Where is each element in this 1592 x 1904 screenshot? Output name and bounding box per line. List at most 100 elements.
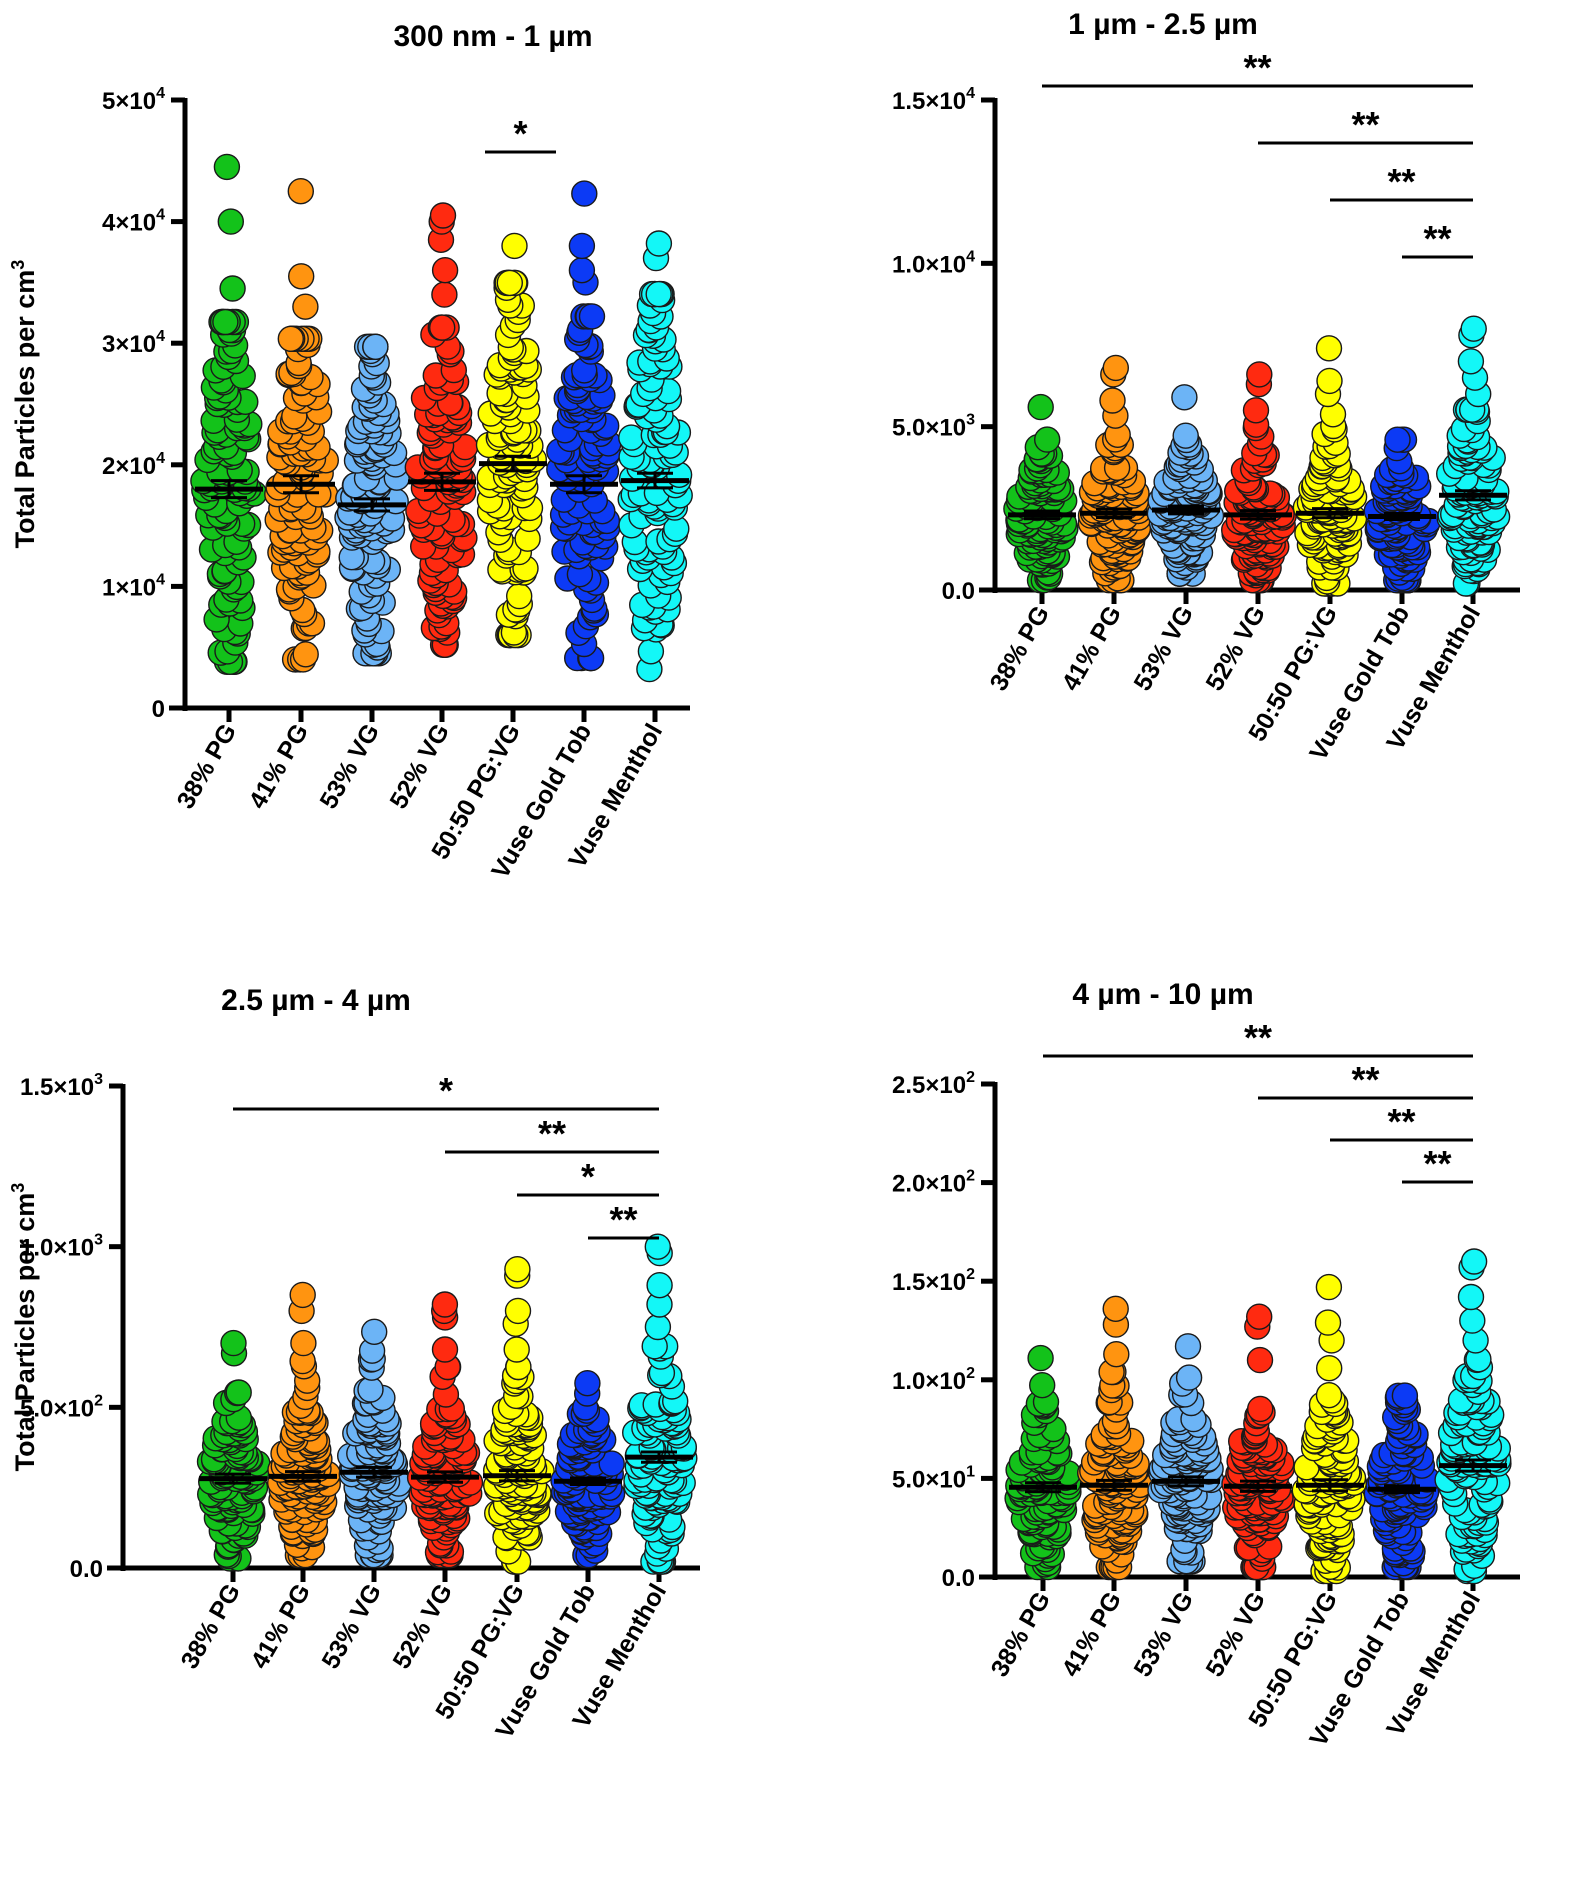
data-point — [1316, 367, 1343, 395]
data-point — [1459, 1307, 1486, 1334]
x-tick-label: 52% VG — [1200, 1587, 1271, 1682]
data-point — [288, 263, 315, 290]
significance-label: ** — [538, 1113, 566, 1154]
data-point — [1315, 1354, 1343, 1382]
data-point — [431, 1291, 459, 1318]
chart-title: 2.5 µm - 4 µm — [221, 984, 411, 1017]
y-tick-label: 5×104 — [102, 85, 165, 115]
data-point — [1384, 426, 1411, 453]
data-point — [645, 230, 673, 257]
significance-label: ** — [609, 1199, 637, 1240]
significance-label: ** — [1387, 1101, 1415, 1142]
series-53-vg — [1147, 1333, 1225, 1575]
significance-label: * — [581, 1156, 595, 1197]
data-point — [292, 293, 319, 320]
series-41-pg — [1076, 1295, 1154, 1581]
series-50-50-pg-vg — [1292, 335, 1368, 597]
chart-title: 4 µm - 10 µm — [1072, 978, 1253, 1011]
y-tick-label: 1.5×102 — [892, 1266, 975, 1296]
data-point — [289, 1281, 316, 1309]
x-tick-label: 38% PG — [984, 601, 1055, 696]
x-tick-label: 41% PG — [243, 719, 314, 814]
series-53-vg — [1146, 384, 1225, 587]
data-point — [1027, 393, 1054, 421]
significance-label: ** — [1243, 47, 1271, 88]
data-point — [618, 424, 645, 451]
y-tick-label: 2×104 — [102, 450, 165, 480]
data-point — [568, 232, 596, 260]
data-point — [361, 1318, 388, 1346]
data-point — [213, 153, 241, 181]
data-point — [431, 1336, 459, 1363]
x-tick-label: 53% VG — [316, 1579, 387, 1674]
y-tick-label: 1.0×104 — [892, 248, 975, 278]
data-point — [568, 257, 596, 284]
x-tick-label: 41% PG — [1056, 1587, 1127, 1682]
data-point — [504, 1255, 531, 1283]
series-vuse-menthol — [1435, 315, 1511, 597]
x-tick-label: 41% PG — [245, 1579, 316, 1674]
series-53-vg — [334, 333, 410, 667]
significance-label: ** — [1351, 104, 1379, 145]
data-point — [1028, 1371, 1056, 1399]
data-point — [1245, 1303, 1273, 1330]
y-tick-label: 2.0×102 — [892, 1168, 975, 1198]
data-point — [1246, 361, 1273, 388]
significance-label: ** — [1423, 218, 1451, 259]
data-point — [574, 1369, 601, 1397]
data-point — [1172, 422, 1199, 449]
x-tick-label: 52% VG — [1200, 601, 1271, 696]
series-50-50-pg-vg — [1291, 1273, 1368, 1585]
chart-title: 1 µm - 2.5 µm — [1068, 8, 1258, 41]
y-axis-label: Total Particles per cm3 — [8, 260, 40, 549]
y-tick-label: 4×104 — [102, 207, 165, 237]
series-vuse-menthol — [622, 1233, 698, 1575]
data-point — [1099, 387, 1126, 414]
y-tick-label: 5.0×101 — [892, 1463, 975, 1493]
x-tick-label: 41% PG — [1056, 601, 1127, 696]
y-tick-label: 3×104 — [102, 328, 165, 358]
data-point — [217, 208, 245, 235]
data-point — [1103, 1340, 1130, 1368]
y-tick-label: 0.0 — [942, 578, 975, 605]
data-point — [1171, 384, 1198, 411]
data-point — [1033, 426, 1061, 453]
series-vuse-gold-tob — [550, 1369, 626, 1569]
series-41-pg — [267, 1281, 341, 1569]
significance-label: ** — [1423, 1143, 1451, 1184]
data-point — [292, 641, 319, 668]
significance-label: * — [439, 1070, 453, 1111]
data-point — [212, 308, 239, 336]
series-52-vg — [1221, 1303, 1297, 1581]
series-52-vg — [404, 202, 479, 658]
data-point — [429, 314, 456, 341]
data-point — [1027, 1344, 1054, 1372]
series-vuse-menthol — [617, 230, 693, 683]
data-point — [1457, 348, 1485, 375]
data-point — [1460, 1248, 1488, 1275]
y-tick-label: 0.0 — [942, 1565, 975, 1592]
y-tick-label: 1.5×104 — [892, 85, 975, 115]
series-vuse-gold-tob — [546, 180, 622, 672]
data-point — [496, 269, 523, 297]
significance-label: ** — [1387, 161, 1415, 202]
data-point — [219, 275, 246, 302]
series-38-pg — [1004, 1344, 1082, 1581]
data-point — [431, 257, 459, 284]
series-vuse-menthol — [1434, 1248, 1512, 1585]
x-tick-label: 38% PG — [985, 1587, 1056, 1682]
data-point — [501, 232, 528, 260]
x-tick-label: 38% PG — [171, 719, 242, 814]
series-41-pg — [264, 177, 339, 673]
series-vuse-gold-tob — [1363, 1382, 1441, 1581]
data-point — [277, 325, 304, 352]
data-point — [290, 1329, 317, 1357]
y-tick-label: 0 — [152, 696, 165, 723]
x-tick-label: 53% VG — [314, 719, 385, 814]
y-tick-label: 1.0×102 — [892, 1365, 975, 1395]
y-tick-label: 1.0×103 — [20, 1232, 103, 1262]
data-point — [1315, 1273, 1343, 1301]
data-point — [1315, 335, 1343, 362]
series-38-pg — [196, 1329, 271, 1572]
